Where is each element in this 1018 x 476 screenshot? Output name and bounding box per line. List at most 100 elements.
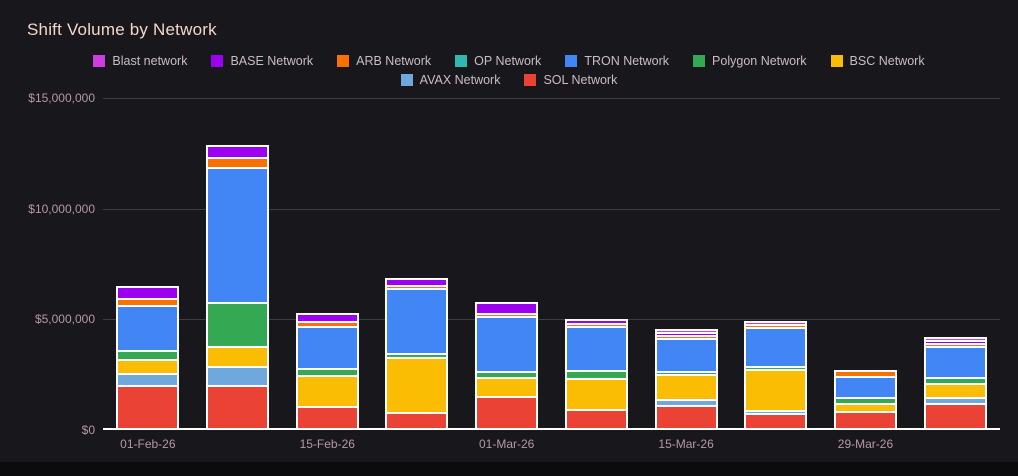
legend-item-polygon-network[interactable]: Polygon Network [693, 54, 807, 68]
y-axis-label: $10,000,000 [28, 201, 95, 216]
bar[interactable] [206, 145, 270, 428]
bar-segment-sol-network[interactable] [297, 406, 357, 428]
bar-segment-polygon-network[interactable] [746, 366, 806, 369]
bar-segment-tron-network[interactable] [297, 326, 357, 368]
bar-segment-sol-network[interactable] [656, 405, 716, 428]
bar-segment-tron-network[interactable] [208, 167, 268, 302]
bar[interactable] [564, 319, 628, 428]
bar-segment-base-network[interactable] [208, 145, 268, 157]
bar[interactable] [833, 370, 897, 428]
bar[interactable] [295, 313, 359, 428]
bar-segment-base-network[interactable] [297, 313, 357, 321]
bar-segment-polygon-network[interactable] [118, 350, 178, 359]
bar-segment-bsc-network[interactable] [566, 378, 626, 409]
bar-segment-tron-network[interactable] [566, 326, 626, 370]
bar-segment-base-network[interactable] [387, 278, 447, 285]
bar-segment-polygon-network[interactable] [925, 377, 985, 383]
bar-segment-polygon-network[interactable] [387, 353, 447, 357]
legend-item-bsc-network[interactable]: BSC Network [830, 54, 925, 68]
bar-segment-tron-network[interactable] [477, 316, 537, 371]
legend: Blast network BASE Network ARB Network OP N… [69, 54, 949, 87]
bar-segment-blast-network[interactable] [925, 337, 985, 340]
legend-item-avax-network[interactable]: AVAX Network [400, 73, 500, 87]
bar-segment-avax-network[interactable] [656, 399, 716, 405]
bar-segment-sol-network[interactable] [387, 412, 447, 428]
bar-segment-tron-network[interactable] [746, 327, 806, 366]
bar-segment-polygon-network[interactable] [835, 397, 895, 403]
bar[interactable] [385, 278, 449, 428]
legend-item-blast-network[interactable]: Blast network [93, 54, 187, 68]
bar-segment-base-network[interactable] [566, 319, 626, 323]
bar-segment-base-network[interactable] [118, 286, 178, 298]
bar-segment-arb-network[interactable] [208, 157, 268, 167]
bar-segment-arb-network[interactable] [925, 343, 985, 346]
y-axis-label: $0 [81, 423, 95, 437]
bar-segment-sol-network[interactable] [746, 413, 806, 428]
bar-segment-sol-network[interactable] [477, 396, 537, 428]
bar-segment-sol-network[interactable] [925, 403, 985, 428]
bar-segment-arb-network[interactable] [477, 313, 537, 316]
bar-segment-tron-network[interactable] [925, 346, 985, 377]
bar-segment-arb-network[interactable] [566, 323, 626, 326]
bar[interactable] [923, 337, 987, 428]
bar-segment-polygon-network[interactable] [477, 371, 537, 377]
bar-segment-bsc-network[interactable] [387, 357, 447, 412]
y-axis-label: $5,000,000 [34, 312, 95, 327]
bar-segment-polygon-network[interactable] [208, 302, 268, 346]
bar-segment-polygon-network[interactable] [566, 370, 626, 378]
bar-segment-base-network[interactable] [656, 332, 716, 335]
bar-segment-arb-network[interactable] [835, 370, 895, 376]
bar-segment-bsc-network[interactable] [118, 359, 178, 373]
legend-swatch-icon [524, 74, 537, 86]
bar-segment-tron-network[interactable] [835, 376, 895, 397]
bar-segment-base-network[interactable] [925, 340, 985, 343]
legend-item-op-network[interactable]: OP Network [455, 54, 541, 68]
bar-segment-arb-network[interactable] [656, 335, 716, 338]
bar-segment-tron-network[interactable] [387, 288, 447, 353]
bar-segment-polygon-network[interactable] [297, 368, 357, 375]
bar-segment-bsc-network[interactable] [477, 377, 537, 396]
bar-segment-polygon-network[interactable] [656, 371, 716, 374]
legend-label: ARB Network [356, 54, 432, 68]
bar-segment-bsc-network[interactable] [835, 403, 895, 411]
legend-label: SOL Network [543, 73, 618, 87]
bar-segment-sol-network[interactable] [118, 385, 178, 428]
bar-segment-bsc-network[interactable] [925, 383, 985, 397]
bar-segment-arb-network[interactable] [118, 298, 178, 305]
legend-item-arb-network[interactable]: ARB Network [337, 54, 431, 68]
bar-segment-base-network[interactable] [477, 302, 537, 313]
bar-segment-bsc-network[interactable] [746, 369, 806, 410]
bar-segment-arb-network[interactable] [387, 285, 447, 288]
legend-item-base-network[interactable]: BASE Network [211, 54, 313, 68]
legend-swatch-icon [693, 55, 706, 67]
bar-segment-bsc-network[interactable] [208, 346, 268, 366]
bar[interactable] [475, 302, 539, 428]
bar-slot: 29-Mar-26 [821, 98, 911, 451]
bar-segment-sol-network[interactable] [566, 409, 626, 428]
bar-segment-arb-network[interactable] [297, 321, 357, 326]
legend-item-tron-network[interactable]: TRON Network [565, 54, 669, 68]
bar-segment-arb-network[interactable] [746, 324, 806, 327]
bar-segment-avax-network[interactable] [925, 397, 985, 403]
legend-item-sol-network[interactable]: SOL Network [524, 73, 617, 87]
bar-slot [193, 98, 283, 430]
bar-segment-tron-network[interactable] [118, 305, 178, 350]
x-axis-label: 15-Mar-26 [658, 437, 714, 451]
bar-segment-tron-network[interactable] [656, 338, 716, 371]
bar-segment-blast-network[interactable] [656, 329, 716, 332]
legend-swatch-icon [211, 55, 224, 67]
bar-segment-avax-network[interactable] [746, 410, 806, 413]
legend-swatch-icon [337, 55, 350, 67]
bar-segment-blast-network[interactable] [746, 321, 806, 324]
bar-segment-avax-network[interactable] [118, 373, 178, 385]
bar[interactable] [116, 286, 180, 428]
bar-segment-sol-network[interactable] [835, 411, 895, 428]
bar-segment-avax-network[interactable] [208, 366, 268, 385]
bar-segment-bsc-network[interactable] [656, 374, 716, 399]
legend-label: TRON Network [584, 54, 670, 68]
bar-segment-bsc-network[interactable] [297, 375, 357, 406]
bar[interactable] [654, 329, 718, 428]
bar-segment-sol-network[interactable] [208, 385, 268, 428]
bar[interactable] [744, 321, 808, 428]
legend-label: BASE Network [230, 54, 314, 68]
